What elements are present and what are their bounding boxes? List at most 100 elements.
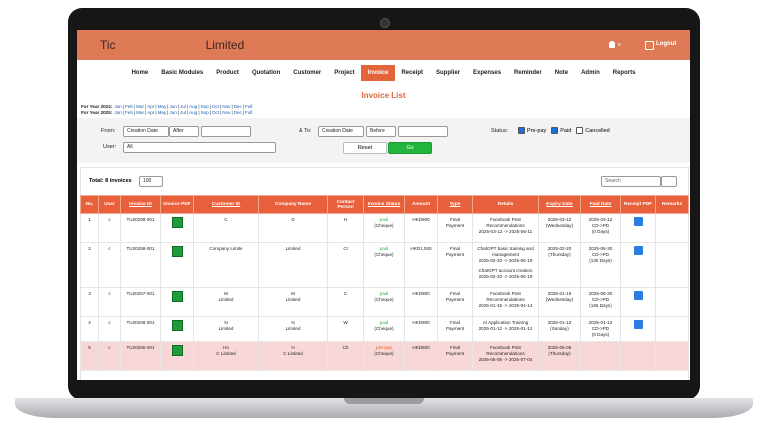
- cell: [160, 341, 194, 371]
- receipt-pdf-icon[interactable]: [633, 291, 643, 300]
- user-name[interactable]: e: [618, 42, 621, 48]
- from-date[interactable]: [201, 126, 251, 137]
- separator: |: [177, 104, 180, 109]
- column-header[interactable]: Expiry Date: [538, 195, 581, 214]
- month-link[interactable]: Aug: [189, 110, 198, 115]
- invoice-pdf-icon[interactable]: [171, 320, 183, 331]
- column-label: Receipt PDF: [623, 202, 653, 207]
- month-link[interactable]: Full: [245, 110, 253, 115]
- user-select[interactable]: All: [123, 142, 276, 153]
- column-label: Details: [497, 202, 514, 207]
- month-link[interactable]: Oct: [211, 110, 220, 115]
- month-link[interactable]: Jan: [114, 110, 122, 115]
- nav-item[interactable]: Project: [334, 70, 355, 76]
- logout[interactable]: Logout: [656, 41, 677, 47]
- column-header[interactable]: Invoice Status: [363, 195, 405, 214]
- checkbox[interactable]: [576, 127, 584, 134]
- month-link[interactable]: Apr: [147, 104, 155, 109]
- detail-line: 2025-01-15 -> 2025-04-14: [478, 303, 533, 308]
- receipt-pdf-icon[interactable]: [633, 246, 643, 255]
- month-link[interactable]: Jun: [169, 110, 177, 115]
- month-link[interactable]: Full: [245, 104, 253, 109]
- search-box[interactable]: Search: [601, 176, 661, 187]
- cell: 2025-06-05 (Thursday): [538, 341, 581, 371]
- user: c: [108, 320, 111, 325]
- search-button[interactable]: [661, 176, 677, 187]
- column-header[interactable]: Type: [437, 195, 473, 214]
- month-link[interactable]: Feb: [124, 110, 133, 115]
- invoice-pdf-icon[interactable]: [171, 246, 183, 257]
- status-option-label: Cancelled: [585, 127, 610, 134]
- month-link[interactable]: Feb: [124, 104, 133, 109]
- nav-item[interactable]: Supplier: [436, 70, 461, 76]
- nav-item[interactable]: Reminder: [514, 70, 542, 76]
- to-op[interactable]: Before: [366, 126, 396, 137]
- month-link[interactable]: Jul: [180, 104, 186, 109]
- month-link[interactable]: Mar: [136, 104, 144, 109]
- user-icon[interactable]: [609, 41, 615, 48]
- amount: HKD900: [412, 291, 430, 296]
- nav-item[interactable]: Receipt: [401, 70, 423, 76]
- nav-item[interactable]: Expenses: [473, 70, 502, 76]
- month-link[interactable]: Sep: [200, 110, 209, 115]
- month-link[interactable]: Dec: [233, 104, 242, 109]
- receipt-pdf-icon[interactable]: [633, 320, 643, 329]
- nav-item[interactable]: Invoice: [361, 65, 395, 81]
- nav-item[interactable]: Quotation: [251, 70, 281, 76]
- month-link[interactable]: May: [157, 104, 167, 109]
- month-link[interactable]: Nov: [222, 110, 231, 115]
- nav-item[interactable]: Customer: [293, 70, 322, 76]
- paid-date: 2025-03-12: [588, 217, 613, 222]
- from-field[interactable]: Creation Date: [123, 126, 169, 137]
- month-link[interactable]: Dec: [233, 110, 242, 115]
- cell: TU20256-001: [120, 316, 161, 342]
- cell: HKD900: [404, 213, 438, 243]
- from-op[interactable]: After: [169, 126, 199, 137]
- month-link[interactable]: Nov: [222, 104, 231, 109]
- invoice-id: TU20259-001: [126, 217, 155, 222]
- nav-item[interactable]: Home: [131, 70, 149, 76]
- cell: 4: [80, 316, 99, 342]
- month-link[interactable]: Oct: [211, 104, 220, 109]
- column-header[interactable]: Customer ID: [193, 195, 259, 214]
- cell: [620, 242, 656, 288]
- receipt-pdf-icon[interactable]: [633, 217, 643, 226]
- reset-button[interactable]: Reset: [343, 142, 387, 154]
- invoice-id: TU20255-001: [126, 345, 155, 350]
- month-link[interactable]: Sep: [200, 104, 209, 109]
- cell: [580, 341, 621, 371]
- nav-item[interactable]: Basic Modules: [161, 70, 204, 76]
- invoice-pdf-icon[interactable]: [171, 345, 183, 356]
- month-link[interactable]: Apr: [147, 110, 155, 115]
- checkbox[interactable]: [518, 127, 525, 134]
- nav-item[interactable]: Note: [554, 70, 569, 76]
- cell: Facebook Post Recommendations 2025-06-05 -…: [472, 341, 539, 371]
- column-header[interactable]: Invoice ID: [120, 195, 161, 214]
- month-link[interactable]: Jan: [114, 104, 122, 109]
- cell: pre-pay (Cheque): [363, 341, 405, 371]
- month-link[interactable]: Mar: [136, 110, 144, 115]
- column-header: Remarks: [655, 195, 689, 214]
- status-option: Paid: [551, 127, 571, 134]
- month-link[interactable]: Aug: [189, 104, 198, 109]
- to-date[interactable]: [398, 126, 448, 137]
- invoice-pdf-icon[interactable]: [171, 217, 183, 228]
- go-button[interactable]: Go: [388, 142, 432, 154]
- detail-item: ChatGPT account creation 2025-02-20 -> 20…: [474, 268, 537, 280]
- nav-item[interactable]: Admin: [581, 70, 600, 76]
- to-field[interactable]: Creation Date: [318, 126, 364, 137]
- total-count: Total: 8 invoices: [89, 178, 132, 184]
- invoice-pdf-icon[interactable]: [171, 291, 183, 302]
- month-link[interactable]: May: [157, 110, 167, 115]
- logo: Tic Limited: [100, 38, 244, 52]
- month-link[interactable]: Jun: [169, 104, 177, 109]
- page-size[interactable]: 100: [139, 176, 163, 187]
- checkbox[interactable]: [551, 127, 559, 134]
- nav-item[interactable]: Product: [216, 70, 239, 76]
- nav-item[interactable]: Reports: [612, 70, 636, 76]
- column-header[interactable]: Paid Date: [580, 195, 621, 214]
- cell: Final Payment: [437, 341, 473, 371]
- month-link[interactable]: Jul: [180, 110, 186, 115]
- row-number: 4: [88, 320, 91, 325]
- logout-icon[interactable]: [645, 41, 654, 50]
